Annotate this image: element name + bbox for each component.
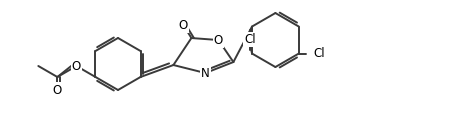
Text: Cl: Cl bbox=[244, 33, 256, 46]
Text: O: O bbox=[72, 60, 81, 72]
Text: O: O bbox=[214, 34, 223, 46]
Text: Cl: Cl bbox=[314, 47, 325, 60]
Text: N: N bbox=[201, 66, 210, 80]
Text: O: O bbox=[53, 84, 62, 96]
Text: O: O bbox=[179, 18, 188, 32]
